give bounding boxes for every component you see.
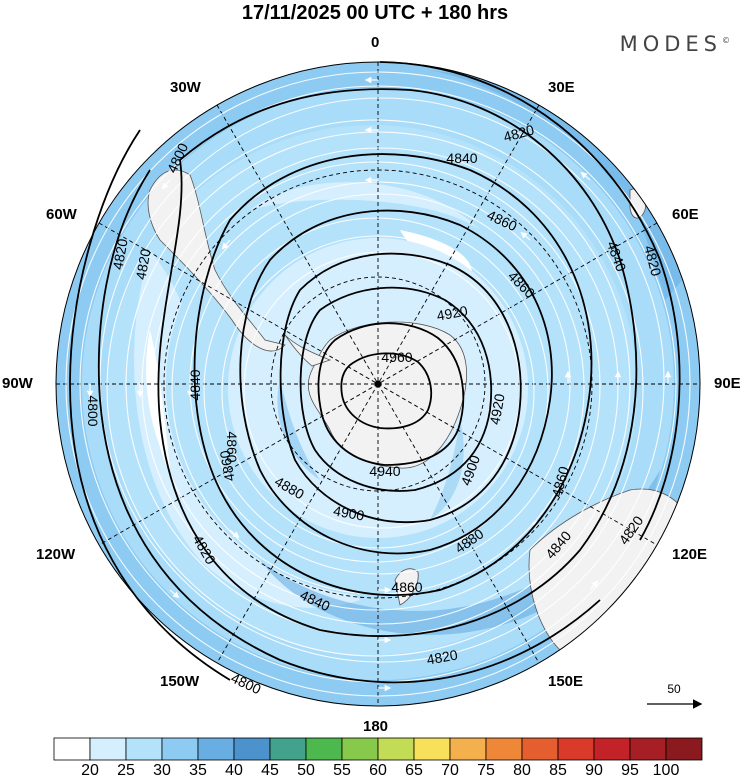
colorbar-swatch — [233, 737, 271, 761]
lon-label-150w: 150W — [160, 673, 200, 690]
contour-label: 4820 — [425, 646, 459, 667]
streamline — [106, 119, 644, 657]
brand-name: MODES — [619, 32, 722, 56]
colorbar-tick-label: 50 — [297, 762, 315, 779]
contour-label: 4820 — [502, 121, 536, 145]
streamline — [203, 217, 549, 563]
colorbar-swatch — [161, 737, 199, 761]
colorbar-swatch — [629, 737, 667, 761]
lon-label-150e: 150E — [548, 673, 584, 690]
contour-4960 — [340, 352, 433, 430]
colorbar-swatch — [53, 737, 91, 761]
colorbar-tick-label: 95 — [621, 762, 639, 779]
contour-label: 4900 — [332, 502, 366, 523]
colorbar-swatch — [413, 737, 451, 761]
colorbar-swatch — [341, 737, 379, 761]
contour-label: 4840 — [187, 369, 203, 400]
streamline — [99, 97, 665, 663]
colorbar-tick-label: 60 — [369, 762, 387, 779]
lon-label-180: 180 — [363, 718, 389, 735]
contour-label: 4820 — [132, 247, 153, 281]
map-boundary — [55, 61, 701, 707]
south-america — [147, 169, 286, 352]
colorbar — [53, 737, 703, 761]
colorbar-tick-label: 35 — [189, 762, 207, 779]
contour-label: 4820 — [641, 244, 665, 278]
height-contours — [69, 61, 681, 684]
colorbar-tick-labels: 20 25 30 35 40 45 50 55 60 65 70 75 80 85 90 95 100 — [0, 762, 750, 782]
lon-label-90e: 90E — [714, 375, 741, 392]
wind-reference-vector: 50 — [647, 682, 703, 709]
contour-label: 4860 — [391, 579, 422, 595]
contour-4800 — [69, 129, 231, 681]
contour-label: 4940 — [369, 463, 400, 479]
contour-4880 — [239, 209, 553, 555]
lon-label-120e: 120E — [672, 546, 708, 563]
streamline — [151, 161, 601, 611]
contour-label: 4820 — [109, 237, 130, 271]
streamline — [65, 71, 691, 697]
colorbar-tick-label: 75 — [477, 762, 495, 779]
colorbar-tick-label: 85 — [549, 762, 567, 779]
colorbar-tick-label: 100 — [652, 762, 680, 779]
colorbar-swatch — [485, 737, 523, 761]
lon-label-90w: 90W — [2, 375, 33, 392]
contour-4820 — [97, 61, 681, 684]
colorbar-swatch — [521, 737, 559, 761]
colorbar-tick-label: 55 — [333, 762, 351, 779]
colorbar-swatch — [449, 737, 487, 761]
wind-reference-label: 50 — [667, 682, 681, 696]
contour-4840 — [157, 88, 638, 637]
contour-4940 — [317, 322, 465, 466]
contour-label: 4920 — [435, 302, 469, 323]
colorbar-swatch — [593, 737, 631, 761]
map-title: 17/11/2025 00 UTC + 180 hrs — [241, 2, 509, 24]
colorbar-swatch — [557, 737, 595, 761]
contour-4900 — [279, 252, 522, 524]
colorbar-swatch — [197, 737, 235, 761]
contour-4920 — [299, 286, 493, 492]
colorbar-tick-label: 90 — [585, 762, 603, 779]
colorbar-swatch — [125, 737, 163, 761]
contour-4860 — [193, 153, 593, 596]
contour-label: 4920 — [486, 392, 507, 426]
lon-label-60w: 60W — [46, 206, 77, 223]
streamline — [221, 235, 535, 549]
contour-label: 4800 — [85, 395, 101, 426]
colorbar-tick-label: 70 — [441, 762, 459, 779]
brand-logo: MODES© — [620, 32, 730, 56]
lon-label-0: 0 — [371, 34, 380, 51]
antarctica — [307, 321, 467, 469]
colorbar-tick-label: 65 — [405, 762, 423, 779]
colorbar-tick-label: 20 — [81, 762, 99, 779]
antarctic-peninsula — [284, 334, 332, 367]
colorbar-swatch — [269, 737, 307, 761]
colorbar-swatch — [305, 737, 343, 761]
colorbar-tick-label: 80 — [513, 762, 531, 779]
contour-label: 4860 — [548, 464, 572, 498]
lon-label-30e: 30E — [548, 79, 575, 96]
copyright-mark: © — [722, 36, 730, 45]
lon-label-120w: 120W — [36, 546, 76, 563]
colorbar-tick-label: 45 — [261, 762, 279, 779]
contour-label: 4840 — [446, 150, 477, 166]
colorbar-swatch — [377, 737, 415, 761]
colorbar-tick-label: 40 — [225, 762, 243, 779]
colorbar-swatch — [665, 737, 703, 761]
contour-label: 4860 — [224, 431, 240, 462]
colorbar-swatch — [89, 737, 127, 761]
contour-label: 4860 — [216, 449, 237, 483]
contour-label: 4960 — [381, 349, 412, 365]
lon-label-30w: 30W — [170, 79, 201, 96]
streamline — [141, 147, 619, 625]
colorbar-tick-label: 25 — [117, 762, 135, 779]
lon-label-60e: 60E — [672, 206, 699, 223]
south-pole-dot — [374, 380, 382, 388]
colorbar-tick-label: 30 — [153, 762, 171, 779]
